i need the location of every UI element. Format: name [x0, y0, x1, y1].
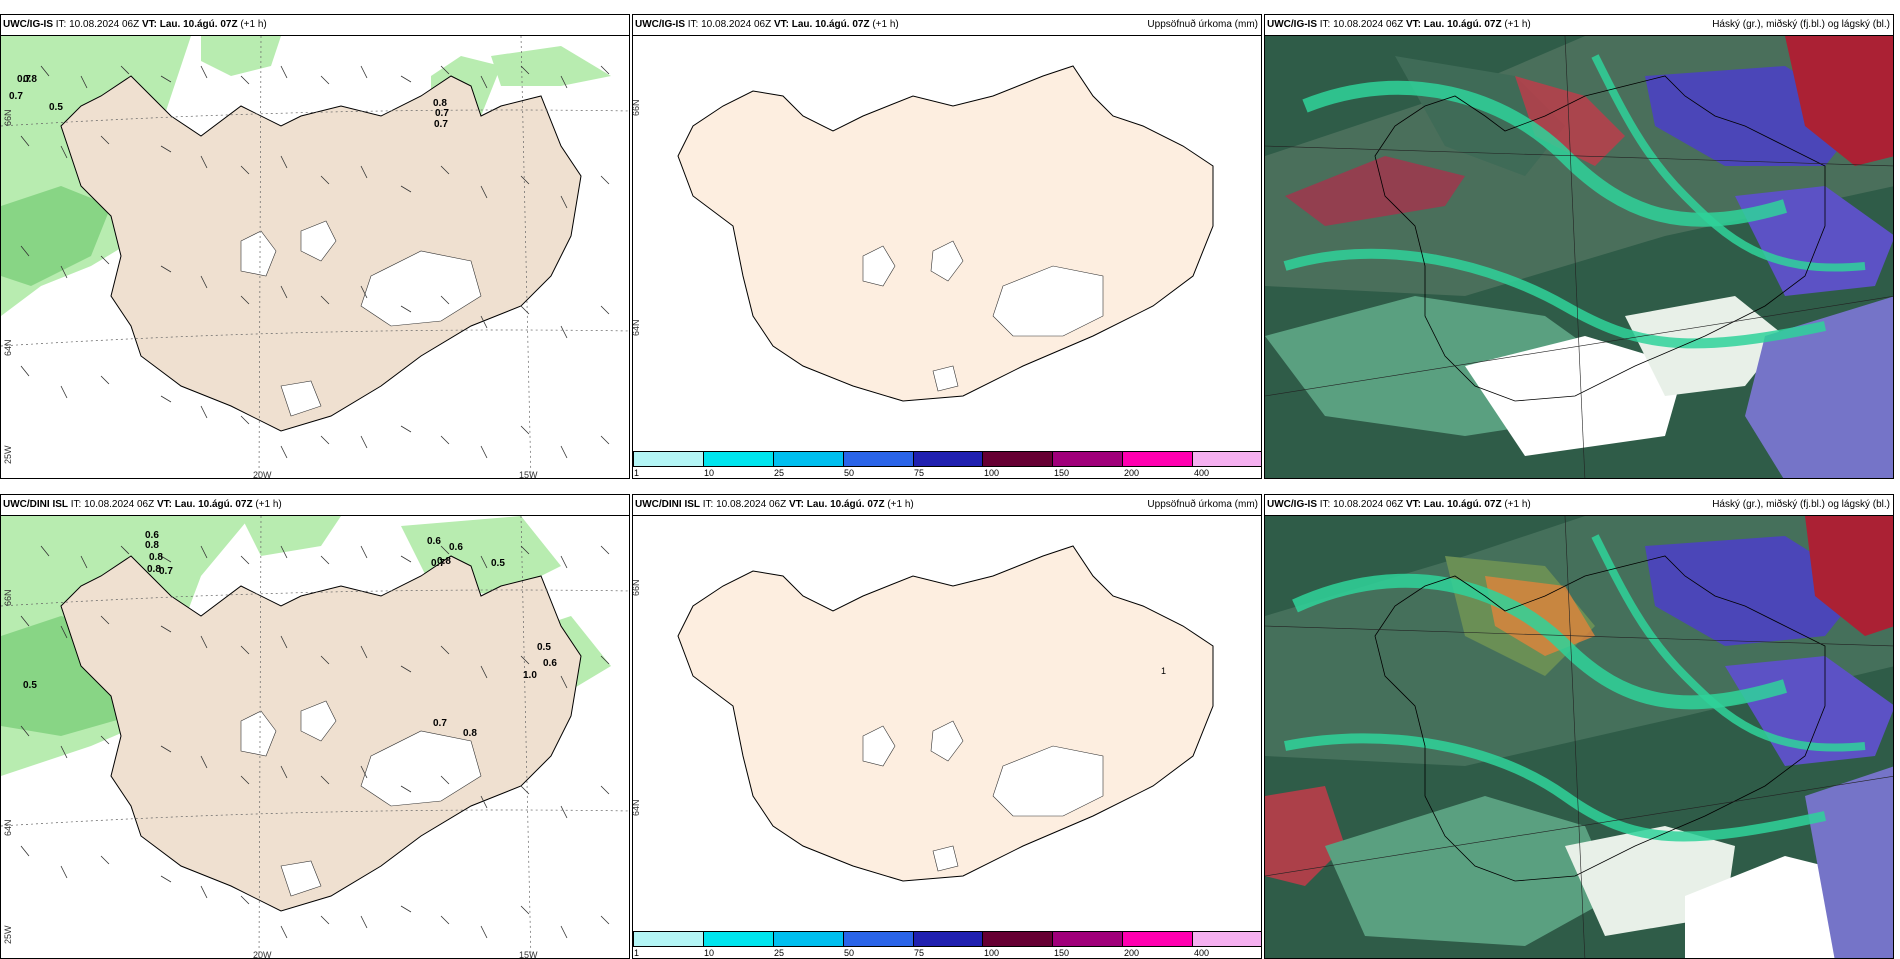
wind-panel-bottom: UWC/DINI ISL IT: 10.08.2024 06Z VT: Lau.… [0, 494, 630, 959]
panel-header: UWC/DINI ISL IT: 10.08.2024 06Z VT: Lau.… [3, 499, 282, 510]
precip-colorbar: 1 10 25 50 75 100 150 200 400 [633, 451, 1261, 478]
wind-value: 0.6 [543, 658, 557, 669]
wind-value: 0.7 [17, 74, 31, 85]
lat-label: 64N [3, 819, 13, 836]
precip-title: Uppsöfnuð úrkoma (mm) [1147, 499, 1258, 510]
colorbar-cell [634, 932, 704, 946]
precip-colorbar: 1 10 25 50 75 100 150 200 400 [633, 931, 1261, 958]
precip-map: 1 66N 64N 1 10 25 50 75 100 1 [633, 515, 1261, 958]
lon-label: 25W [3, 925, 13, 944]
wind-value: 0.8 [149, 552, 163, 563]
colorbar-cell [634, 452, 704, 466]
wind-map: 0.6 0.8 0.8 0.8 0.7 0.6 0.6 0.7 0.8 0.5 … [1, 515, 629, 959]
lat-label: 66N [3, 109, 13, 126]
cloud-map [1265, 35, 1893, 478]
wind-value: 0.7 [433, 718, 447, 729]
colorbar-tick: 150 [1054, 468, 1070, 478]
wind-value: 0.6 [145, 530, 159, 541]
colorbar-tick: 10 [704, 468, 715, 478]
wind-value: 0.6 [427, 536, 441, 547]
cloud-panel-top: UWC/IG-IS IT: 10.08.2024 06Z VT: Lau. 10… [1264, 14, 1894, 479]
colorbar-cell [843, 452, 914, 466]
wind-value: 0.8 [23, 74, 37, 85]
wind-map: 0.8 0.7 0.7 0.5 0.8 0.7 0.7 66N 64N 25W … [1, 35, 629, 479]
wind-value: 0.8 [147, 564, 161, 575]
colorbar-cell [983, 932, 1054, 946]
lon-label: 15W [519, 950, 538, 959]
colorbar-cell [913, 452, 984, 466]
lat-label: 64N [633, 799, 641, 816]
wind-value: 0.8 [463, 728, 477, 739]
precip-map: 66N 64N 1 10 25 50 75 100 150 [633, 35, 1261, 478]
colorbar-cell [1053, 932, 1124, 946]
lon-label: 20W [253, 950, 272, 959]
colorbar-tick: 100 [984, 468, 1000, 478]
wind-value: 0.8 [437, 556, 451, 567]
lon-label: 15W [519, 470, 538, 479]
colorbar-cell [703, 452, 774, 466]
precip-panel-bottom: UWC/DINI ISL IT: 10.08.2024 06Z VT: Lau.… [632, 494, 1262, 959]
wind-value: 0.5 [23, 680, 37, 691]
colorbar-tick: 1 [634, 468, 640, 478]
cloud-panel-bottom: UWC/IG-IS IT: 10.08.2024 06Z VT: Lau. 10… [1264, 494, 1894, 959]
wind-value: 0.7 [9, 91, 23, 102]
colorbar-cell [1193, 932, 1261, 946]
colorbar-cell [1193, 452, 1261, 466]
lat-label: 66N [3, 589, 13, 606]
wind-value: 0.8 [145, 540, 159, 551]
precip-value: 1 [1161, 666, 1167, 676]
colorbar-cell [1123, 932, 1194, 946]
lat-label: 64N [633, 319, 641, 336]
colorbar-cell [773, 452, 844, 466]
wind-value: 0.8 [433, 98, 447, 109]
precip-title: Uppsöfnuð úrkoma (mm) [1147, 19, 1258, 30]
wind-value: 0.7 [434, 119, 448, 130]
lon-label: 25W [3, 445, 13, 464]
lon-label: 20W [253, 470, 272, 479]
colorbar-cell [773, 932, 844, 946]
cloud-title: Háský (gr.), miðský (fj.bl.) og lágský (… [1712, 499, 1890, 510]
colorbar-cell [913, 932, 984, 946]
lat-label: 66N [633, 579, 641, 596]
lat-label: 64N [3, 339, 13, 356]
colorbar-tick: 200 [1124, 468, 1140, 478]
panel-header: UWC/DINI ISL IT: 10.08.2024 06Z VT: Lau.… [635, 499, 914, 510]
wind-panel-top: UWC/IG-IS IT: 10.08.2024 06Z VT: Lau. 10… [0, 14, 630, 479]
wind-value: 0.7 [435, 108, 449, 119]
wind-value: 0.5 [49, 102, 63, 113]
colorbar-cell [983, 452, 1054, 466]
panel-header: UWC/IG-IS IT: 10.08.2024 06Z VT: Lau. 10… [1267, 499, 1531, 510]
colorbar-tick: 25 [774, 468, 785, 478]
cloud-title: Háský (gr.), miðský (fj.bl.) og lágský (… [1712, 19, 1890, 30]
colorbar-tick: 75 [914, 468, 925, 478]
lat-label: 66N [633, 99, 641, 116]
colorbar-cell [703, 932, 774, 946]
wind-value: 0.7 [159, 566, 173, 577]
panel-header: UWC/IG-IS IT: 10.08.2024 06Z VT: Lau. 10… [635, 19, 899, 30]
colorbar-cell [1053, 452, 1124, 466]
panel-header: UWC/IG-IS IT: 10.08.2024 06Z VT: Lau. 10… [1267, 19, 1531, 30]
colorbar-tick: 50 [844, 468, 855, 478]
colorbar-cell [843, 932, 914, 946]
wind-value: 0.7 [431, 558, 445, 569]
colorbar-cell [1123, 452, 1194, 466]
precip-panel-top: UWC/IG-IS IT: 10.08.2024 06Z VT: Lau. 10… [632, 14, 1262, 479]
wind-value: 0.6 [449, 542, 463, 553]
wind-value: 0.5 [491, 558, 505, 569]
cloud-map [1265, 515, 1893, 958]
wind-value: 0.5 [537, 642, 551, 653]
wind-value: 1.0 [523, 670, 537, 681]
panel-header: UWC/IG-IS IT: 10.08.2024 06Z VT: Lau. 10… [3, 19, 267, 30]
colorbar-tick: 400 [1194, 468, 1210, 478]
